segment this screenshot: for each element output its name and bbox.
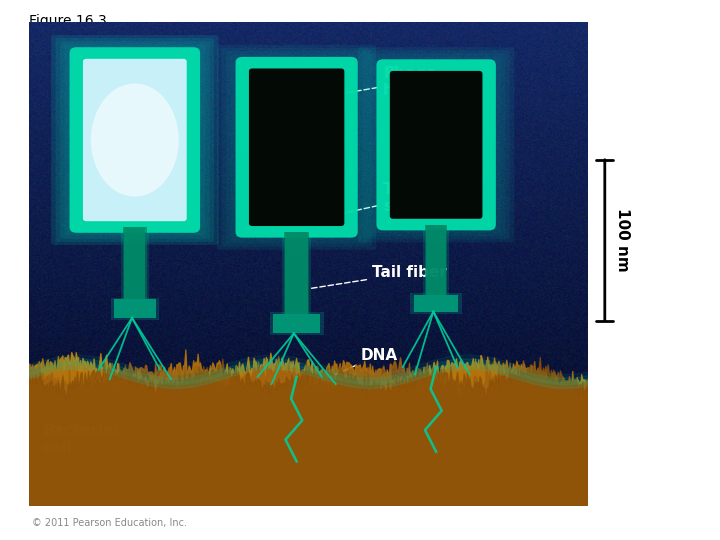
FancyBboxPatch shape: [390, 71, 482, 219]
Bar: [123, 227, 147, 300]
Bar: [410, 293, 462, 314]
Bar: [282, 232, 311, 314]
FancyBboxPatch shape: [222, 48, 372, 247]
FancyBboxPatch shape: [83, 59, 186, 221]
Text: Tail
sheath: Tail sheath: [316, 182, 442, 219]
Bar: [125, 227, 145, 300]
FancyBboxPatch shape: [358, 47, 514, 242]
FancyBboxPatch shape: [51, 35, 219, 245]
Text: © 2011 Pearson Education, Inc.: © 2011 Pearson Education, Inc.: [32, 518, 187, 529]
FancyBboxPatch shape: [249, 69, 344, 226]
Ellipse shape: [91, 84, 179, 197]
FancyBboxPatch shape: [362, 50, 510, 239]
Text: Tail fiber: Tail fiber: [310, 266, 447, 288]
FancyBboxPatch shape: [377, 59, 496, 231]
Text: Figure 16.3: Figure 16.3: [29, 14, 107, 28]
Text: 100 nm: 100 nm: [616, 208, 630, 272]
Bar: [426, 225, 446, 295]
FancyBboxPatch shape: [235, 57, 358, 238]
Bar: [284, 232, 309, 314]
Bar: [114, 300, 156, 318]
Bar: [414, 295, 459, 312]
Bar: [285, 232, 308, 314]
Bar: [121, 227, 149, 300]
Text: Bacterial
cell: Bacterial cell: [42, 423, 120, 456]
FancyBboxPatch shape: [60, 42, 210, 239]
FancyBboxPatch shape: [55, 38, 214, 242]
FancyBboxPatch shape: [70, 47, 200, 233]
Text: Phage
head: Phage head: [313, 66, 436, 98]
Bar: [273, 314, 320, 333]
Bar: [423, 225, 449, 295]
Bar: [111, 298, 159, 320]
FancyBboxPatch shape: [217, 45, 376, 249]
Text: DNA: DNA: [285, 348, 398, 396]
Bar: [269, 312, 324, 335]
Bar: [425, 225, 447, 295]
